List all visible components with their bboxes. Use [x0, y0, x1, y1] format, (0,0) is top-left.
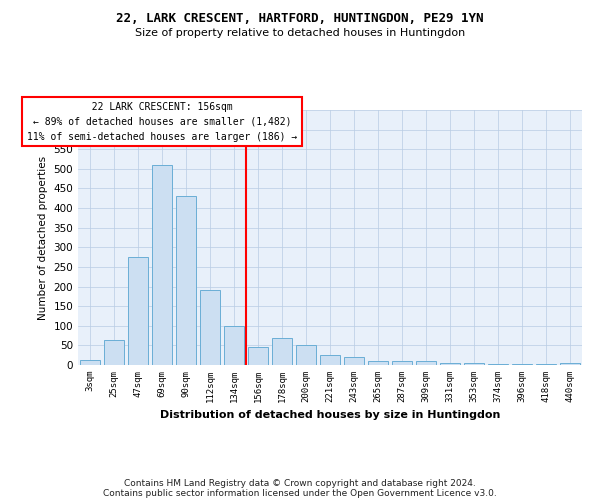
- Bar: [128, 257, 148, 365]
- Y-axis label: Number of detached properties: Number of detached properties: [38, 156, 48, 320]
- Bar: [104, 340, 124, 365]
- Bar: [296, 346, 316, 365]
- Bar: [464, 363, 484, 365]
- Bar: [320, 355, 340, 365]
- Text: Contains HM Land Registry data © Crown copyright and database right 2024.: Contains HM Land Registry data © Crown c…: [124, 478, 476, 488]
- Bar: [248, 348, 268, 365]
- Bar: [272, 338, 292, 365]
- Text: Contains public sector information licensed under the Open Government Licence v3: Contains public sector information licen…: [103, 488, 497, 498]
- Bar: [200, 290, 220, 365]
- Bar: [560, 363, 580, 365]
- Bar: [536, 364, 556, 365]
- Bar: [224, 326, 244, 365]
- Bar: [152, 165, 172, 365]
- Text: 22, LARK CRESCENT, HARTFORD, HUNTINGDON, PE29 1YN: 22, LARK CRESCENT, HARTFORD, HUNTINGDON,…: [116, 12, 484, 26]
- Bar: [440, 363, 460, 365]
- X-axis label: Distribution of detached houses by size in Huntingdon: Distribution of detached houses by size …: [160, 410, 500, 420]
- Bar: [80, 360, 100, 365]
- Bar: [416, 361, 436, 365]
- Bar: [368, 361, 388, 365]
- Bar: [344, 357, 364, 365]
- Bar: [488, 364, 508, 365]
- Bar: [512, 364, 532, 365]
- Text: 22 LARK CRESCENT: 156sqm  
← 89% of detached houses are smaller (1,482)
11% of s: 22 LARK CRESCENT: 156sqm ← 89% of detach…: [27, 102, 297, 142]
- Bar: [392, 361, 412, 365]
- Bar: [176, 196, 196, 365]
- Text: Size of property relative to detached houses in Huntingdon: Size of property relative to detached ho…: [135, 28, 465, 38]
